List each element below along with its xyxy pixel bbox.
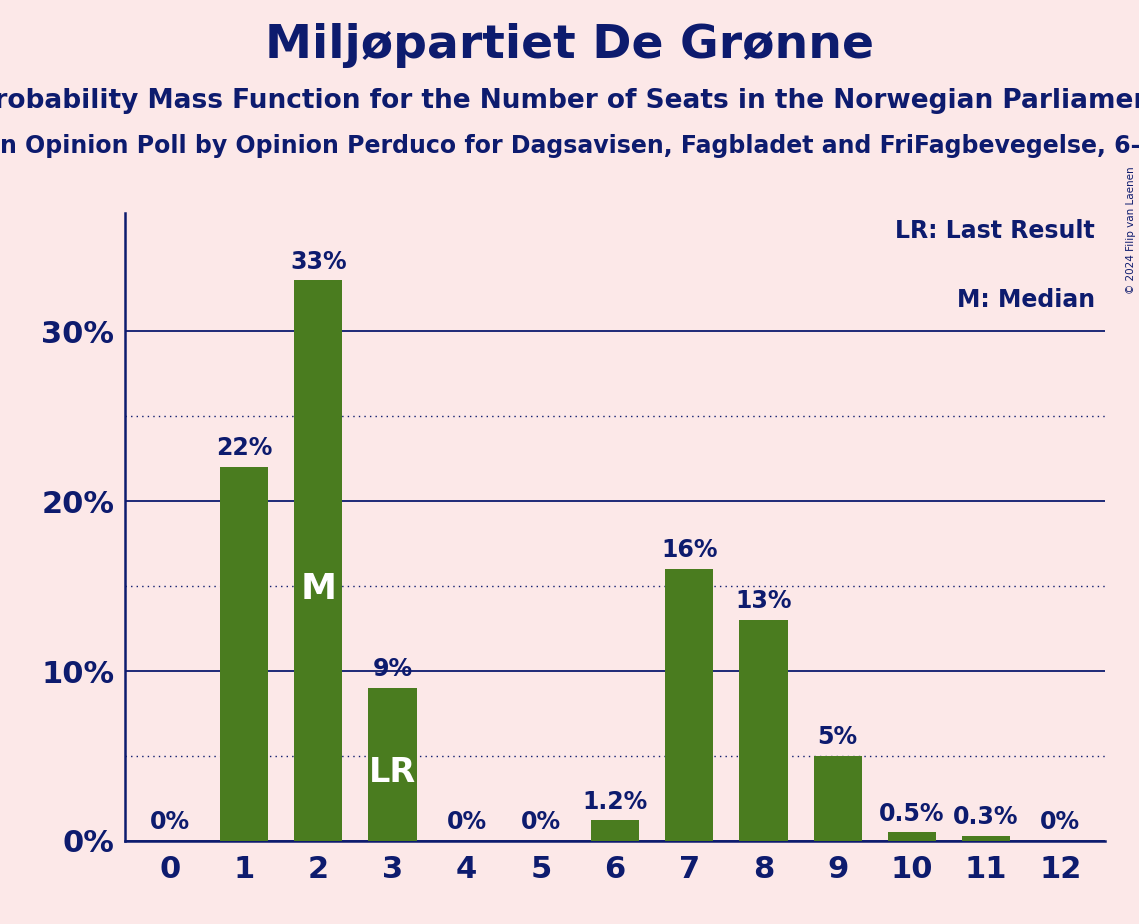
- Text: 33%: 33%: [290, 249, 346, 274]
- Text: LR: Last Result: LR: Last Result: [895, 219, 1095, 243]
- Text: Probability Mass Function for the Number of Seats in the Norwegian Parliament: Probability Mass Function for the Number…: [0, 88, 1139, 114]
- Text: 0.5%: 0.5%: [879, 801, 944, 825]
- Bar: [591, 821, 639, 841]
- Text: 0%: 0%: [1040, 810, 1081, 834]
- Text: LR: LR: [369, 756, 416, 788]
- Text: 13%: 13%: [736, 590, 792, 614]
- Bar: [294, 281, 343, 841]
- Text: Miljøpartiet De Grønne: Miljøpartiet De Grønne: [265, 23, 874, 68]
- Text: 0%: 0%: [521, 810, 560, 834]
- Bar: [887, 833, 936, 841]
- Text: n Opinion Poll by Opinion Perduco for Dagsavisen, Fagbladet and FriFagbevegelse,: n Opinion Poll by Opinion Perduco for Da…: [0, 134, 1139, 158]
- Bar: [962, 835, 1010, 841]
- Text: 5%: 5%: [818, 725, 858, 749]
- Bar: [813, 756, 862, 841]
- Text: 22%: 22%: [215, 436, 272, 460]
- Bar: [739, 620, 787, 841]
- Text: 9%: 9%: [372, 657, 412, 681]
- Text: 0%: 0%: [446, 810, 486, 834]
- Text: 1.2%: 1.2%: [582, 790, 648, 814]
- Text: 16%: 16%: [661, 539, 718, 563]
- Bar: [368, 688, 417, 841]
- Bar: [220, 468, 268, 841]
- Bar: [665, 569, 713, 841]
- Text: M: Median: M: Median: [957, 288, 1095, 312]
- Text: © 2024 Filip van Laenen: © 2024 Filip van Laenen: [1126, 166, 1136, 294]
- Text: M: M: [301, 572, 336, 605]
- Text: 0%: 0%: [149, 810, 190, 834]
- Text: 0.3%: 0.3%: [953, 805, 1019, 829]
